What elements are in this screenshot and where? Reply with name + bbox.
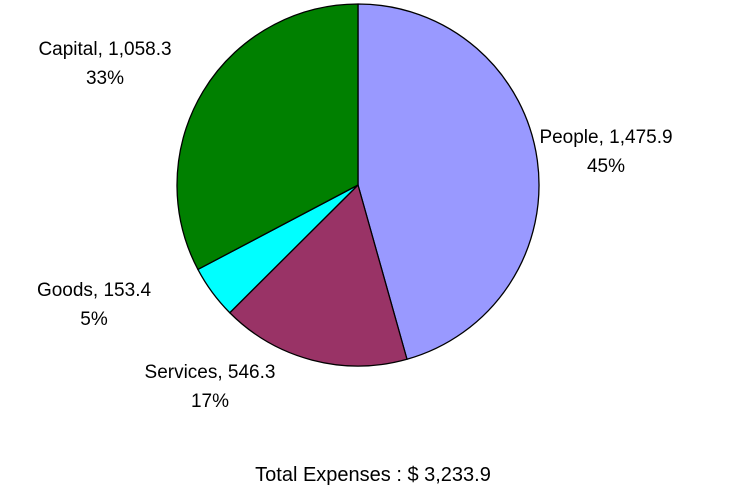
slice-label-people: People, 1,475.9 (539, 127, 672, 148)
slice-label-services: Services, 546.3 (145, 362, 276, 383)
slice-percent-services: 17% (191, 391, 229, 412)
total-expenses-label: Total Expenses : $ 3,233.9 (255, 464, 491, 486)
pie-slice-capital (176, 3, 359, 271)
slice-label-goods: Goods, 153.4 (37, 280, 152, 301)
slice-percent-people: 45% (587, 156, 625, 177)
pie-slice-people (357, 3, 540, 360)
slice-percent-capital: 33% (86, 68, 124, 89)
pie-labels: People, 1,475.9 45% Services, 546.3 17% Good… (37, 39, 673, 412)
slice-label-capital: Capital, 1,058.3 (38, 39, 171, 60)
pie-slice-services (229, 184, 408, 367)
pie-slices (176, 3, 540, 367)
slice-percent-goods: 5% (80, 309, 108, 330)
